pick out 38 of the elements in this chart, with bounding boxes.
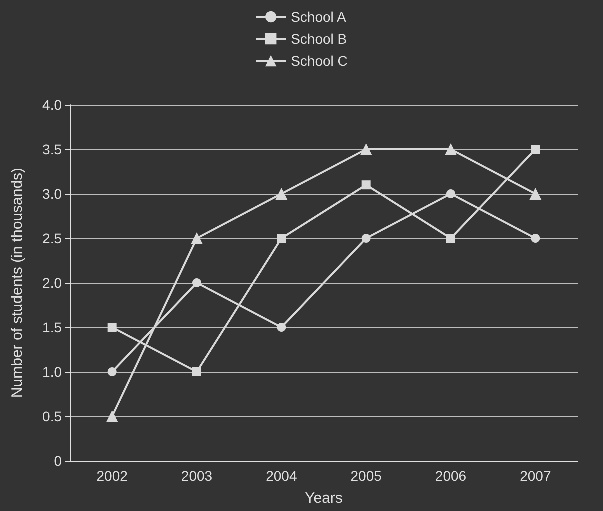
y-tick-label: 1.0 [42, 364, 62, 380]
point [108, 368, 117, 376]
point [362, 234, 371, 243]
y-tick-label: 0.5 [42, 408, 62, 424]
y-tick-label: 2.5 [42, 230, 62, 246]
x-axis-title: Years [305, 490, 343, 507]
point [362, 180, 371, 190]
point [530, 188, 542, 200]
x-tick-label: 2005 [350, 468, 382, 484]
x-tick-label: 2002 [96, 468, 128, 484]
y-tick-label: 0 [54, 453, 62, 469]
point [192, 278, 202, 288]
point [106, 410, 118, 422]
point [360, 144, 372, 156]
legend-label: School A [291, 9, 348, 25]
point [276, 188, 288, 200]
y-tick-label: 3.0 [42, 186, 62, 202]
point [108, 323, 117, 332]
point [531, 145, 540, 154]
legend-label: School B [291, 31, 348, 47]
point [446, 234, 456, 243]
x-tick-label: 2004 [266, 468, 298, 484]
legend-label: School C [291, 53, 348, 69]
point [531, 234, 540, 243]
point [277, 323, 286, 332]
y-tick-label: 2.0 [42, 275, 62, 291]
point [277, 234, 286, 243]
y-tick-label: 3.5 [42, 142, 62, 158]
x-tick-label: 2007 [520, 468, 552, 484]
x-tick-label: 2006 [435, 468, 467, 484]
point [191, 232, 203, 244]
point [445, 144, 457, 156]
point [446, 190, 456, 198]
x-tick-label: 2003 [181, 468, 213, 484]
y-tick-label: 4.0 [42, 97, 62, 113]
y-axis-title: Number of students (in thousands) [9, 168, 26, 398]
y-tick-label: 1.5 [42, 320, 62, 336]
point [192, 368, 202, 376]
